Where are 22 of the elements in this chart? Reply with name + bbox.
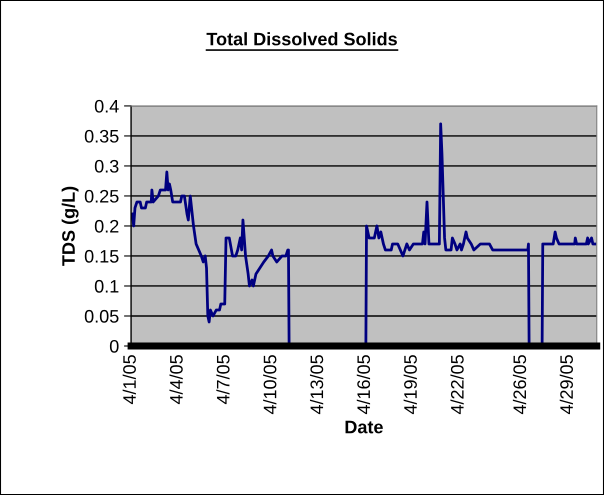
y-tick-label: 0 — [110, 340, 119, 353]
y-tick-label: 0.4 — [94, 100, 119, 113]
y-tick-label: 0.05 — [84, 310, 119, 323]
x-tick-label: 4/13/05 — [310, 355, 324, 414]
y-tick-label: 0.2 — [94, 220, 118, 233]
x-tick-label: 4/16/05 — [356, 355, 370, 414]
y-tick-label: 0.35 — [84, 130, 119, 143]
x-axis-title: Date — [346, 420, 383, 434]
y-tick-label: 0.15 — [84, 250, 119, 263]
y-tick-label: 0.3 — [94, 160, 118, 173]
y-axis-title: TDS (g/L) — [62, 186, 79, 266]
x-tick-label: 4/7/05 — [216, 355, 230, 404]
x-tick-label: 4/1/05 — [122, 355, 136, 404]
x-tick-label: 4/22/05 — [450, 355, 464, 414]
x-tick-label: 4/10/05 — [263, 355, 276, 414]
y-tick-label: 0.25 — [84, 190, 119, 203]
x-tick-label: 4/4/05 — [169, 355, 183, 404]
y-tick-label: 0.1 — [94, 280, 118, 293]
x-tick-label: 4/26/05 — [512, 355, 526, 414]
x-tick-label: 4/19/05 — [404, 355, 417, 414]
chart-title: Total Dissolved Solids — [206, 32, 397, 46]
x-tick-label: 4/29/05 — [560, 355, 573, 414]
